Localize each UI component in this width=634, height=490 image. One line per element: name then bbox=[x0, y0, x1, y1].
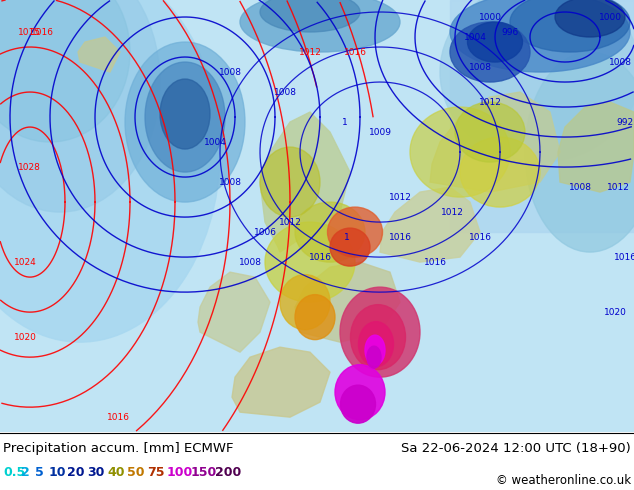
Polygon shape bbox=[380, 187, 480, 262]
Ellipse shape bbox=[460, 137, 540, 207]
Text: 0.5: 0.5 bbox=[3, 466, 25, 479]
Text: 1000: 1000 bbox=[479, 13, 501, 22]
Text: 40: 40 bbox=[107, 466, 124, 479]
Text: 1016: 1016 bbox=[107, 413, 129, 422]
Text: 1006: 1006 bbox=[254, 227, 276, 237]
Ellipse shape bbox=[328, 207, 382, 257]
Ellipse shape bbox=[145, 62, 225, 172]
Text: 1016: 1016 bbox=[389, 233, 411, 242]
Text: 1024: 1024 bbox=[13, 258, 36, 267]
Ellipse shape bbox=[160, 79, 210, 149]
Ellipse shape bbox=[365, 335, 385, 365]
Text: 1008: 1008 bbox=[238, 258, 261, 267]
Text: 2: 2 bbox=[21, 466, 30, 479]
Text: 1020: 1020 bbox=[604, 308, 626, 317]
Polygon shape bbox=[232, 347, 330, 417]
Text: 1008: 1008 bbox=[469, 63, 491, 72]
Text: 1009: 1009 bbox=[368, 127, 392, 137]
Text: 20: 20 bbox=[67, 466, 84, 479]
Text: Precipitation accum. [mm] ECMWF: Precipitation accum. [mm] ECMWF bbox=[3, 442, 233, 455]
Text: 75: 75 bbox=[147, 466, 164, 479]
Ellipse shape bbox=[455, 102, 525, 162]
Ellipse shape bbox=[450, 0, 630, 72]
Text: 1020: 1020 bbox=[13, 333, 36, 342]
Ellipse shape bbox=[358, 321, 394, 367]
Ellipse shape bbox=[240, 0, 400, 52]
Polygon shape bbox=[198, 272, 270, 352]
Text: 1016: 1016 bbox=[614, 253, 634, 262]
Ellipse shape bbox=[335, 365, 385, 419]
Text: 1012: 1012 bbox=[441, 208, 463, 217]
Ellipse shape bbox=[330, 228, 370, 266]
Text: 1008: 1008 bbox=[219, 68, 242, 76]
Text: 1016: 1016 bbox=[469, 233, 491, 242]
Text: 1016: 1016 bbox=[424, 258, 446, 267]
Polygon shape bbox=[558, 102, 634, 192]
Text: 1016: 1016 bbox=[309, 253, 332, 262]
Ellipse shape bbox=[125, 42, 245, 202]
Ellipse shape bbox=[367, 346, 381, 368]
Text: 1012: 1012 bbox=[607, 183, 630, 192]
Ellipse shape bbox=[340, 385, 375, 423]
Text: 1012: 1012 bbox=[479, 98, 501, 106]
Text: 1008: 1008 bbox=[219, 177, 242, 187]
Ellipse shape bbox=[295, 294, 335, 340]
Text: 50: 50 bbox=[127, 466, 145, 479]
Ellipse shape bbox=[351, 305, 406, 369]
Text: 1012: 1012 bbox=[299, 48, 321, 56]
Ellipse shape bbox=[510, 0, 630, 52]
Ellipse shape bbox=[555, 0, 625, 37]
Text: 1016: 1016 bbox=[344, 48, 366, 56]
Ellipse shape bbox=[525, 52, 634, 252]
Text: 996: 996 bbox=[501, 27, 519, 37]
Ellipse shape bbox=[340, 287, 420, 377]
Text: 10: 10 bbox=[49, 466, 67, 479]
Text: 1008: 1008 bbox=[609, 57, 631, 67]
Text: © weatheronline.co.uk: © weatheronline.co.uk bbox=[496, 474, 631, 487]
Polygon shape bbox=[430, 92, 560, 192]
Ellipse shape bbox=[450, 22, 530, 82]
Text: 5: 5 bbox=[35, 466, 44, 479]
Text: 1028: 1028 bbox=[18, 163, 41, 172]
Ellipse shape bbox=[0, 0, 160, 212]
Ellipse shape bbox=[260, 147, 320, 217]
Text: 1: 1 bbox=[342, 118, 348, 126]
Text: 200: 200 bbox=[215, 466, 242, 479]
Ellipse shape bbox=[410, 107, 510, 197]
Text: 1: 1 bbox=[344, 233, 350, 242]
Text: 1004: 1004 bbox=[463, 32, 486, 42]
Ellipse shape bbox=[467, 22, 522, 62]
Ellipse shape bbox=[0, 0, 130, 142]
Text: 992: 992 bbox=[616, 118, 633, 126]
Ellipse shape bbox=[265, 222, 355, 302]
Text: 1012: 1012 bbox=[278, 218, 301, 226]
Text: 1015: 1015 bbox=[18, 27, 41, 37]
Text: 1008: 1008 bbox=[273, 88, 297, 97]
Ellipse shape bbox=[260, 0, 360, 32]
Polygon shape bbox=[78, 37, 120, 72]
Ellipse shape bbox=[440, 0, 634, 162]
Text: 1008: 1008 bbox=[569, 183, 592, 192]
Text: 1016: 1016 bbox=[30, 27, 53, 37]
Ellipse shape bbox=[280, 274, 330, 330]
Bar bbox=[450, 0, 634, 232]
Text: Sa 22-06-2024 12:00 UTC (18+90): Sa 22-06-2024 12:00 UTC (18+90) bbox=[401, 442, 631, 455]
Ellipse shape bbox=[0, 0, 220, 342]
Text: 1004: 1004 bbox=[204, 138, 226, 147]
Ellipse shape bbox=[295, 202, 365, 262]
Polygon shape bbox=[260, 112, 350, 252]
Polygon shape bbox=[295, 262, 400, 342]
Text: 150: 150 bbox=[191, 466, 217, 479]
Text: 1012: 1012 bbox=[389, 193, 411, 201]
Text: 30: 30 bbox=[87, 466, 105, 479]
Text: 100: 100 bbox=[167, 466, 193, 479]
Text: 1000: 1000 bbox=[598, 13, 621, 22]
